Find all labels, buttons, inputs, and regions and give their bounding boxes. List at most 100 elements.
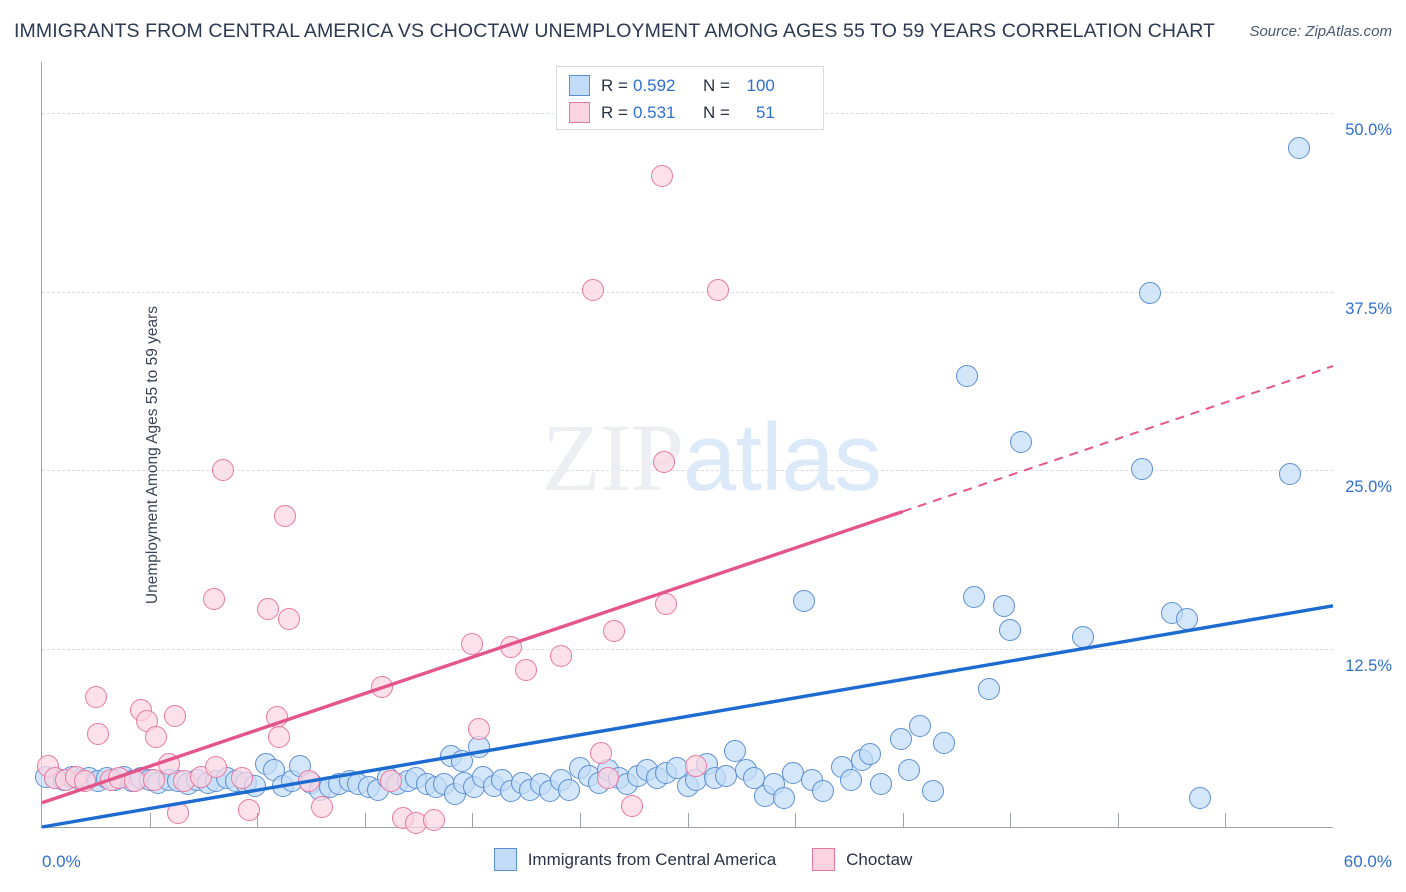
scatter-point[interactable]: [962, 586, 985, 609]
scatter-point[interactable]: [203, 587, 226, 610]
legend-label-immigrants: Immigrants from Central America: [527, 849, 777, 869]
scatter-point[interactable]: [461, 633, 484, 656]
x-axis-tick: [257, 813, 259, 827]
scatter-point[interactable]: [652, 450, 675, 473]
scatter-point[interactable]: [792, 590, 815, 613]
scatter-point[interactable]: [274, 504, 297, 527]
scatter-point[interactable]: [706, 279, 729, 302]
scatter-point[interactable]: [558, 778, 581, 801]
gridline: [42, 470, 1333, 472]
scatter-point[interactable]: [715, 764, 738, 787]
legend-item-choctaw[interactable]: Choctaw: [812, 848, 912, 871]
scatter-point[interactable]: [211, 459, 234, 482]
scatter-point[interactable]: [86, 723, 109, 746]
x-axis-tick: [687, 813, 689, 827]
scatter-point[interactable]: [840, 768, 863, 791]
scatter-point[interactable]: [297, 770, 320, 793]
scatter-point[interactable]: [921, 780, 944, 803]
watermark: ZIPatlas: [542, 402, 882, 513]
gridline: [42, 648, 1333, 650]
scatter-point[interactable]: [1130, 457, 1153, 480]
r-value-blue: 0.592: [632, 75, 676, 95]
scatter-point[interactable]: [685, 754, 708, 777]
r-label-blue: R =: [601, 75, 628, 95]
scatter-point[interactable]: [310, 796, 333, 819]
stats-row-pink: R = 0.531 N = 51: [569, 99, 813, 126]
series-legend: Immigrants from Central America Choctaw: [0, 848, 1406, 871]
x-axis-tick: [795, 813, 797, 827]
scatter-point[interactable]: [84, 686, 107, 709]
stats-row-blue: R = 0.592 N = 100: [569, 72, 813, 99]
gridline: [42, 291, 1333, 293]
legend-swatch-immigrants-icon: [569, 75, 590, 96]
scatter-point[interactable]: [500, 636, 523, 659]
scatter-point[interactable]: [654, 593, 677, 616]
scatter-point[interactable]: [956, 364, 979, 387]
scatter-point[interactable]: [467, 717, 490, 740]
scatter-point[interactable]: [932, 731, 955, 754]
plot-area: ZIPatlas: [35, 62, 1333, 834]
scatter-point[interactable]: [265, 706, 288, 729]
scatter-point[interactable]: [1188, 787, 1211, 810]
legend-color-immigrants-icon: [493, 848, 517, 871]
scatter-point[interactable]: [999, 619, 1022, 642]
scatter-point[interactable]: [773, 787, 796, 810]
r-label-pink: R =: [601, 102, 628, 122]
legend-item-immigrants[interactable]: Immigrants from Central America: [493, 848, 777, 871]
x-axis-line: [42, 827, 1333, 828]
scatter-point[interactable]: [650, 165, 673, 188]
scatter-point[interactable]: [898, 758, 921, 781]
scatter-point[interactable]: [859, 743, 882, 766]
y-axis-tick-label: 12.5%: [1345, 656, 1392, 675]
scatter-point[interactable]: [379, 770, 402, 793]
scatter-point[interactable]: [1287, 136, 1310, 159]
stats-legend: R = 0.592 N = 100 R = 0.531 N = 51: [556, 66, 824, 130]
legend-swatch-choctaw-icon: [569, 102, 590, 123]
scatter-point[interactable]: [620, 794, 643, 817]
watermark-atlas: atlas: [683, 404, 882, 511]
page-title: IMMIGRANTS FROM CENTRAL AMERICA VS CHOCT…: [14, 20, 1216, 42]
scatter-point[interactable]: [603, 620, 626, 643]
y-axis-tick-label: 25.0%: [1345, 478, 1392, 497]
x-axis-tick: [902, 813, 904, 827]
scatter-point[interactable]: [256, 597, 279, 620]
y-axis-tick-label: 37.5%: [1345, 299, 1392, 318]
x-axis-tick: [1010, 813, 1012, 827]
x-axis-tick: [1117, 813, 1119, 827]
scatter-point[interactable]: [889, 727, 912, 750]
y-axis-tick-label: 50.0%: [1345, 121, 1392, 140]
legend-color-choctaw-icon: [812, 848, 836, 871]
scatter-point[interactable]: [992, 594, 1015, 617]
scatter-point[interactable]: [278, 607, 301, 630]
x-axis-label-max: 60.0%: [1343, 852, 1392, 871]
scatter-point[interactable]: [1278, 463, 1301, 486]
scatter-point[interactable]: [370, 676, 393, 699]
x-axis-label-min: 0.0%: [42, 852, 81, 871]
scatter-point[interactable]: [164, 704, 187, 727]
source-label: Source: ZipAtlas.com: [1249, 23, 1392, 40]
scatter-point[interactable]: [581, 279, 604, 302]
scatter-point[interactable]: [145, 726, 168, 749]
scatter-point[interactable]: [1139, 282, 1162, 305]
scatter-point[interactable]: [870, 773, 893, 796]
scatter-point[interactable]: [267, 726, 290, 749]
legend-label-choctaw: Choctaw: [846, 849, 913, 869]
n-label-blue: N =: [702, 75, 730, 95]
n-value-blue: 100: [746, 75, 775, 95]
x-axis-tick: [579, 813, 581, 827]
scatter-point[interactable]: [1072, 626, 1095, 649]
scatter-point[interactable]: [549, 644, 572, 667]
scatter-point[interactable]: [1010, 430, 1032, 453]
scatter-point[interactable]: [422, 808, 445, 831]
scatter-point[interactable]: [1175, 607, 1198, 630]
scatter-point[interactable]: [977, 677, 1000, 700]
scatter-point[interactable]: [515, 659, 538, 681]
scatter-point[interactable]: [908, 714, 931, 737]
y-axis-title-wrap: Unemployment Among Ages 55 to 59 years: [8, 255, 161, 655]
x-axis-tick: [364, 813, 366, 827]
scatter-point[interactable]: [812, 780, 835, 803]
r-value-pink: 0.531: [632, 102, 676, 122]
n-label-pink: N =: [702, 102, 730, 122]
scatter-point[interactable]: [166, 801, 189, 824]
